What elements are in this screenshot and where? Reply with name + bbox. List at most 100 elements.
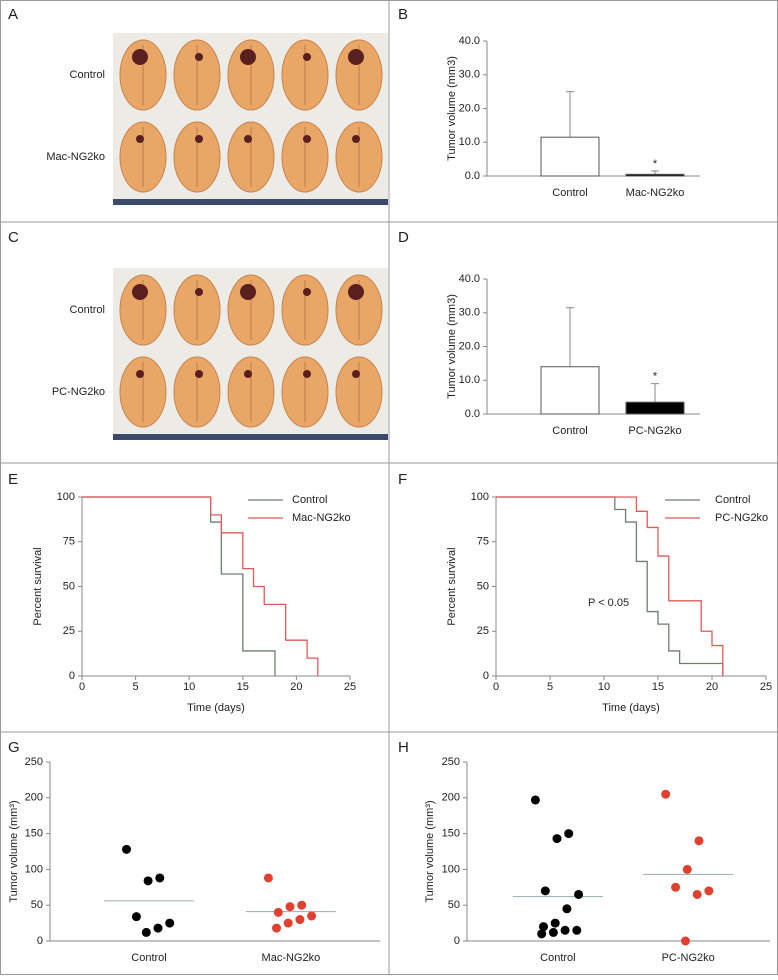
y-axis-label: Tumor volume (mm³) (424, 800, 436, 902)
y-axis-label: Tumor volume (mm3) (446, 56, 458, 161)
point (273, 907, 283, 917)
tumor (352, 370, 360, 378)
y-tick-label: 0 (454, 935, 460, 947)
y-tick-label: 75 (63, 536, 75, 548)
y-tick-label: 30.0 (459, 307, 480, 319)
y-tick-label: 50 (31, 899, 43, 911)
x-tick-label: PC-NG2ko (662, 952, 715, 964)
tumor (136, 370, 144, 378)
y-tick-label: 25 (477, 625, 489, 637)
point (155, 873, 165, 883)
survival-line (496, 496, 724, 676)
survival-line (82, 496, 276, 676)
survival-line (496, 496, 724, 676)
x-tick-label: 25 (760, 681, 772, 693)
panel-label: E (8, 471, 18, 488)
point (283, 918, 293, 928)
y-tick-label: 0 (37, 935, 43, 947)
significance: * (653, 371, 658, 383)
x-tick-label: 10 (183, 681, 195, 693)
point (297, 900, 307, 910)
row-label: Control (70, 69, 105, 81)
x-tick-label: 0 (493, 681, 499, 693)
point (540, 886, 550, 896)
point (295, 915, 305, 925)
y-tick-label: 75 (477, 536, 489, 548)
tumor (244, 135, 252, 143)
panel-label: G (8, 739, 20, 756)
x-tick-label: 5 (547, 681, 553, 693)
point (548, 927, 558, 937)
tumor (195, 370, 203, 378)
legend-label: Mac-NG2ko (292, 512, 351, 524)
x-axis-label: Time (days) (187, 702, 245, 714)
point (131, 912, 141, 922)
y-tick-label: 50 (448, 899, 460, 911)
y-tick-label: 20.0 (459, 102, 480, 114)
tumor (303, 370, 311, 378)
tumor (195, 135, 203, 143)
x-tick-label: 15 (652, 681, 664, 693)
point (143, 876, 153, 886)
y-tick-label: 200 (442, 792, 460, 804)
point (285, 902, 295, 912)
y-axis-label: Percent survival (32, 547, 44, 625)
y-tick-label: 150 (442, 828, 460, 840)
y-tick-label: 0 (69, 670, 75, 682)
y-axis-label: Tumor volume (mm3) (446, 294, 458, 399)
point (574, 889, 584, 899)
point (537, 929, 547, 939)
x-tick-label: 15 (237, 681, 249, 693)
bar (625, 173, 685, 177)
point (680, 936, 690, 946)
bar (540, 136, 600, 177)
point (572, 925, 582, 935)
y-tick-label: 10.0 (459, 136, 480, 148)
x-tick-label: 0 (79, 681, 85, 693)
panel-label: H (398, 739, 409, 756)
y-tick-label: 100 (57, 491, 75, 503)
y-tick-label: 0.0 (465, 408, 480, 420)
y-tick-label: 10.0 (459, 374, 480, 386)
y-tick-label: 25 (63, 625, 75, 637)
point (682, 864, 692, 874)
tumor (244, 370, 252, 378)
tumor (348, 49, 364, 65)
point (692, 889, 702, 899)
tumor (136, 135, 144, 143)
point (564, 829, 574, 839)
x-tick-label: 10 (598, 681, 610, 693)
legend-label: PC-NG2ko (715, 512, 768, 524)
point (552, 834, 562, 844)
y-tick-label: 100 (471, 491, 489, 503)
legend-label: Control (715, 494, 750, 506)
x-tick-label: Control (540, 952, 575, 964)
bar (625, 401, 685, 415)
y-tick-label: 40.0 (459, 273, 480, 285)
point (694, 836, 704, 846)
x-tick-label: Mac-NG2ko (626, 187, 685, 199)
tumor (240, 49, 256, 65)
tumor (195, 288, 203, 296)
y-tick-label: 250 (442, 756, 460, 768)
point (530, 795, 540, 805)
row-label: PC-NG2ko (52, 386, 105, 398)
point (704, 886, 714, 896)
tumor (303, 53, 311, 61)
y-tick-label: 100 (25, 863, 43, 875)
ruler (113, 199, 388, 205)
x-tick-label: PC-NG2ko (628, 425, 681, 437)
point (122, 844, 131, 854)
x-tick-label: 20 (290, 681, 302, 693)
x-tick-label: 20 (706, 681, 718, 693)
y-tick-label: 30.0 (459, 69, 480, 81)
significance: * (653, 158, 658, 170)
legend-label: Control (292, 494, 327, 506)
tumor (132, 284, 148, 300)
x-tick-label: 5 (133, 681, 139, 693)
point (141, 927, 151, 937)
y-axis-label: Percent survival (446, 547, 458, 625)
y-tick-label: 50 (63, 580, 75, 592)
point (539, 922, 548, 932)
y-tick-label: 100 (442, 863, 460, 875)
